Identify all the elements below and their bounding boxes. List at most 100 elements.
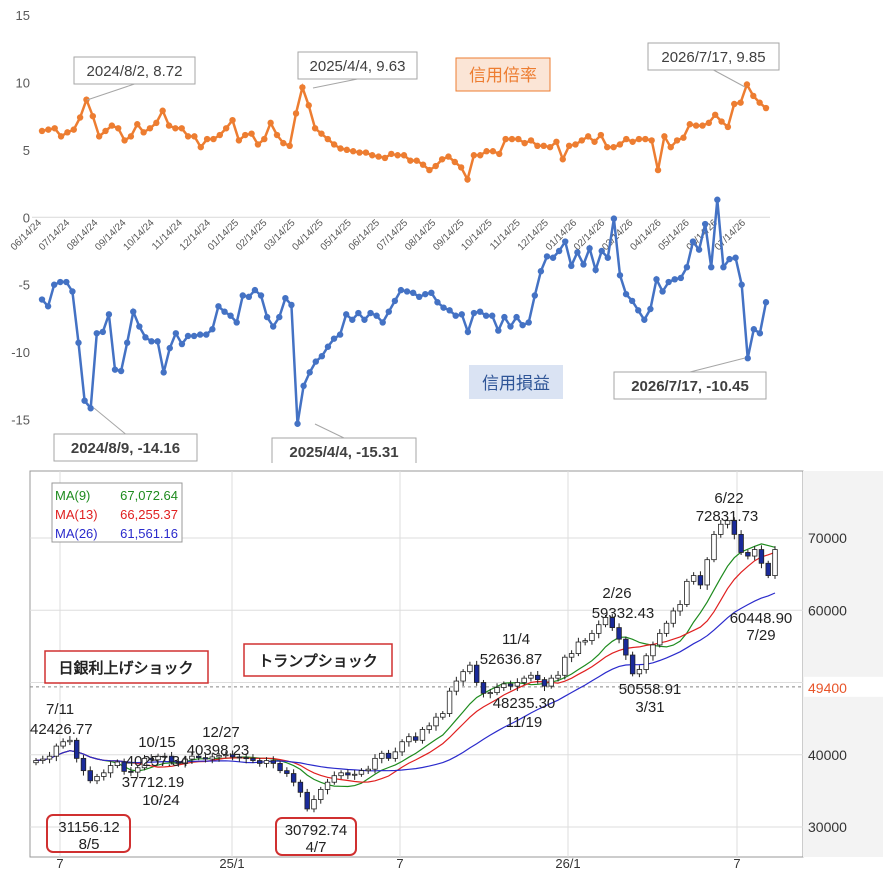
pnl-point bbox=[434, 299, 441, 306]
pnl-point bbox=[367, 309, 374, 317]
pnl-point bbox=[318, 352, 326, 360]
ratio-point bbox=[400, 152, 408, 159]
candle-down bbox=[385, 752, 392, 759]
candle-up bbox=[189, 755, 195, 760]
pnl-point bbox=[251, 286, 259, 294]
ratio-point bbox=[743, 81, 751, 88]
ratio-point bbox=[623, 135, 630, 143]
ratio-point bbox=[629, 138, 636, 145]
price-tick-label: 60000 bbox=[808, 602, 847, 618]
time-tick-label: 7 bbox=[733, 856, 740, 871]
candle-up bbox=[555, 674, 561, 679]
pnl-point bbox=[209, 326, 216, 333]
candle-up bbox=[453, 680, 460, 692]
pnl-point bbox=[160, 369, 167, 376]
pnl-point bbox=[397, 286, 405, 294]
candle-up bbox=[67, 739, 73, 743]
ratio-point bbox=[762, 104, 770, 112]
ratio-point bbox=[711, 111, 719, 118]
candle-up bbox=[209, 756, 215, 760]
ratio-point bbox=[140, 129, 147, 136]
boj-shock-box bbox=[44, 650, 209, 684]
pnl-point bbox=[464, 328, 472, 336]
ratio-point bbox=[267, 119, 274, 127]
price-tick-label: 30000 bbox=[808, 819, 847, 835]
ratio-point bbox=[699, 122, 706, 129]
candle-up bbox=[216, 755, 222, 758]
candle-up bbox=[60, 741, 66, 747]
low-2025-value: 30792.74 bbox=[285, 822, 348, 839]
pnl-point bbox=[233, 319, 240, 326]
pnl-point bbox=[282, 295, 289, 302]
ratio-point bbox=[318, 130, 325, 137]
candle-up bbox=[643, 655, 649, 670]
ratio-point bbox=[705, 119, 713, 127]
pnl-point bbox=[726, 255, 733, 263]
legend-ma13-label: MA(13) bbox=[55, 507, 98, 522]
pnl-point bbox=[50, 281, 58, 288]
low-oct-date: 10/24 bbox=[142, 792, 180, 809]
annotation-box bbox=[297, 51, 418, 80]
pnl-point bbox=[695, 246, 703, 253]
candle-down bbox=[507, 683, 514, 687]
candle-down bbox=[758, 549, 765, 564]
pnl-point bbox=[38, 296, 46, 303]
candle-down bbox=[168, 755, 175, 763]
peak-dec-value: 40398.23 bbox=[187, 742, 250, 759]
ratio-point bbox=[127, 133, 135, 140]
ratio-point bbox=[108, 122, 116, 129]
peak-feb-date: 2/26 bbox=[602, 585, 631, 602]
ratio-point bbox=[203, 135, 211, 143]
pnl-point bbox=[300, 382, 307, 390]
candle-up bbox=[460, 671, 466, 682]
pnl-point bbox=[489, 312, 496, 319]
annotation-leader bbox=[312, 78, 358, 89]
pnl-point bbox=[732, 254, 739, 261]
ratio-point bbox=[470, 152, 478, 159]
pnl-point bbox=[294, 420, 301, 427]
candle-up bbox=[575, 641, 582, 654]
trump-shock-label: トランプショック bbox=[258, 653, 378, 670]
ratio-point bbox=[286, 142, 293, 150]
ratio-point bbox=[38, 127, 46, 135]
pnl-point bbox=[458, 311, 465, 318]
pnl-point bbox=[288, 301, 295, 309]
ratio-point bbox=[248, 130, 255, 137]
ratio-point bbox=[610, 143, 617, 151]
ratio-point bbox=[273, 131, 281, 139]
y-tick-label: 10 bbox=[16, 75, 30, 90]
pnl-point bbox=[495, 327, 502, 334]
low-jul-date: 7/29 bbox=[746, 627, 775, 644]
ratio-point bbox=[515, 135, 522, 143]
low-2024-value: 31156.12 bbox=[58, 819, 119, 836]
ratio-point bbox=[584, 133, 592, 140]
annotation-leader bbox=[713, 69, 746, 88]
pnl-point bbox=[562, 238, 569, 245]
candle-down bbox=[80, 757, 87, 772]
pnl-point bbox=[81, 397, 88, 404]
legend-ma13-value: 66,255.37 bbox=[120, 507, 178, 522]
ma-line-26 bbox=[35, 592, 776, 772]
pnl-point bbox=[555, 247, 563, 255]
ratio-point bbox=[502, 135, 509, 143]
ratio-point bbox=[438, 156, 446, 163]
candle-up bbox=[440, 713, 446, 718]
ratio-point bbox=[407, 157, 414, 164]
ratio-point bbox=[394, 152, 401, 159]
annotation-label: 2026/7/17, -10.45 bbox=[631, 378, 749, 395]
candle-up bbox=[433, 716, 439, 727]
peak-feb-value: 59332.43 bbox=[592, 605, 655, 622]
pnl-point bbox=[336, 331, 344, 338]
candle-up bbox=[521, 677, 527, 683]
candle-up bbox=[358, 770, 365, 775]
candle-up bbox=[772, 549, 778, 576]
pnl-point bbox=[166, 344, 173, 352]
peak-jun-date: 6/22 bbox=[714, 490, 743, 507]
pnl-point bbox=[592, 266, 599, 274]
pnl-point bbox=[343, 311, 350, 318]
annotation-leader bbox=[93, 407, 126, 435]
pnl-point bbox=[154, 338, 161, 345]
legend-ma26-label: MA(26) bbox=[55, 526, 98, 541]
candle-up bbox=[690, 575, 697, 582]
pnl-point bbox=[123, 339, 131, 346]
